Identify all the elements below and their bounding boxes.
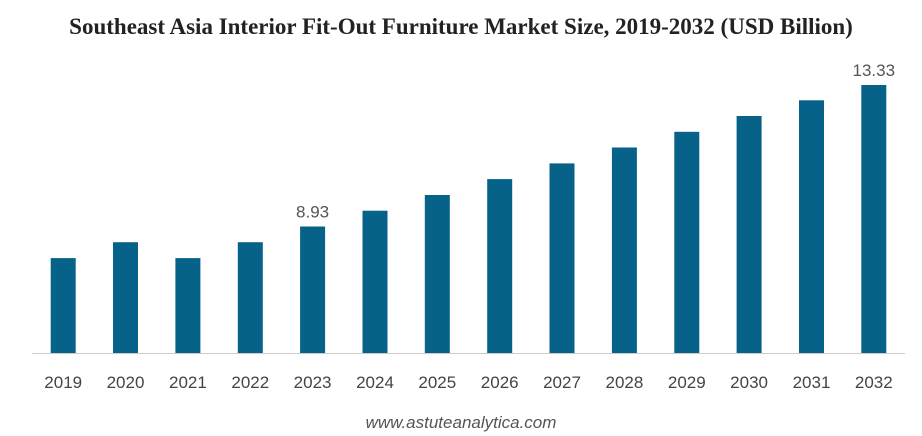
x-tick-label: 2020: [107, 373, 145, 392]
bar-2024[interactable]: [362, 210, 388, 353]
x-tick-label: 2019: [44, 373, 82, 392]
x-tick-label: 2027: [543, 373, 581, 392]
chart-title: Southeast Asia Interior Fit-Out Furnitur…: [69, 14, 853, 39]
bar-2028[interactable]: [611, 147, 637, 354]
bar-2032[interactable]: [861, 85, 887, 353]
x-tick-label: 2030: [730, 373, 768, 392]
x-tick-label: 2024: [356, 373, 394, 392]
x-tick-label: 2023: [294, 373, 332, 392]
footer-url[interactable]: www.astuteanalytica.com: [365, 413, 557, 432]
x-tick-label: 2028: [605, 373, 643, 392]
x-tick-label: 2026: [481, 373, 519, 392]
x-tick-label: 2025: [418, 373, 456, 392]
x-tick-label: 2032: [855, 373, 893, 392]
bar-2026[interactable]: [487, 179, 513, 353]
bar-2025[interactable]: [424, 195, 450, 353]
bar-2031[interactable]: [799, 100, 824, 353]
bar-2019[interactable]: [50, 258, 76, 353]
x-tick-label: 2031: [793, 373, 831, 392]
bar-2020[interactable]: [113, 242, 138, 353]
x-tick-label: 2021: [169, 373, 207, 392]
bar-2021[interactable]: [175, 258, 201, 353]
bar-2023[interactable]: [300, 226, 326, 354]
bar-2029[interactable]: [674, 131, 700, 353]
data-label-2023: 8.93: [296, 203, 329, 222]
x-tick-label: 2029: [668, 373, 706, 392]
x-tick-label: 2022: [231, 373, 269, 392]
bar-2030[interactable]: [736, 116, 762, 353]
bar-2022[interactable]: [237, 242, 263, 353]
data-label-2032: 13.33: [853, 61, 896, 80]
bar-2027[interactable]: [549, 163, 575, 353]
